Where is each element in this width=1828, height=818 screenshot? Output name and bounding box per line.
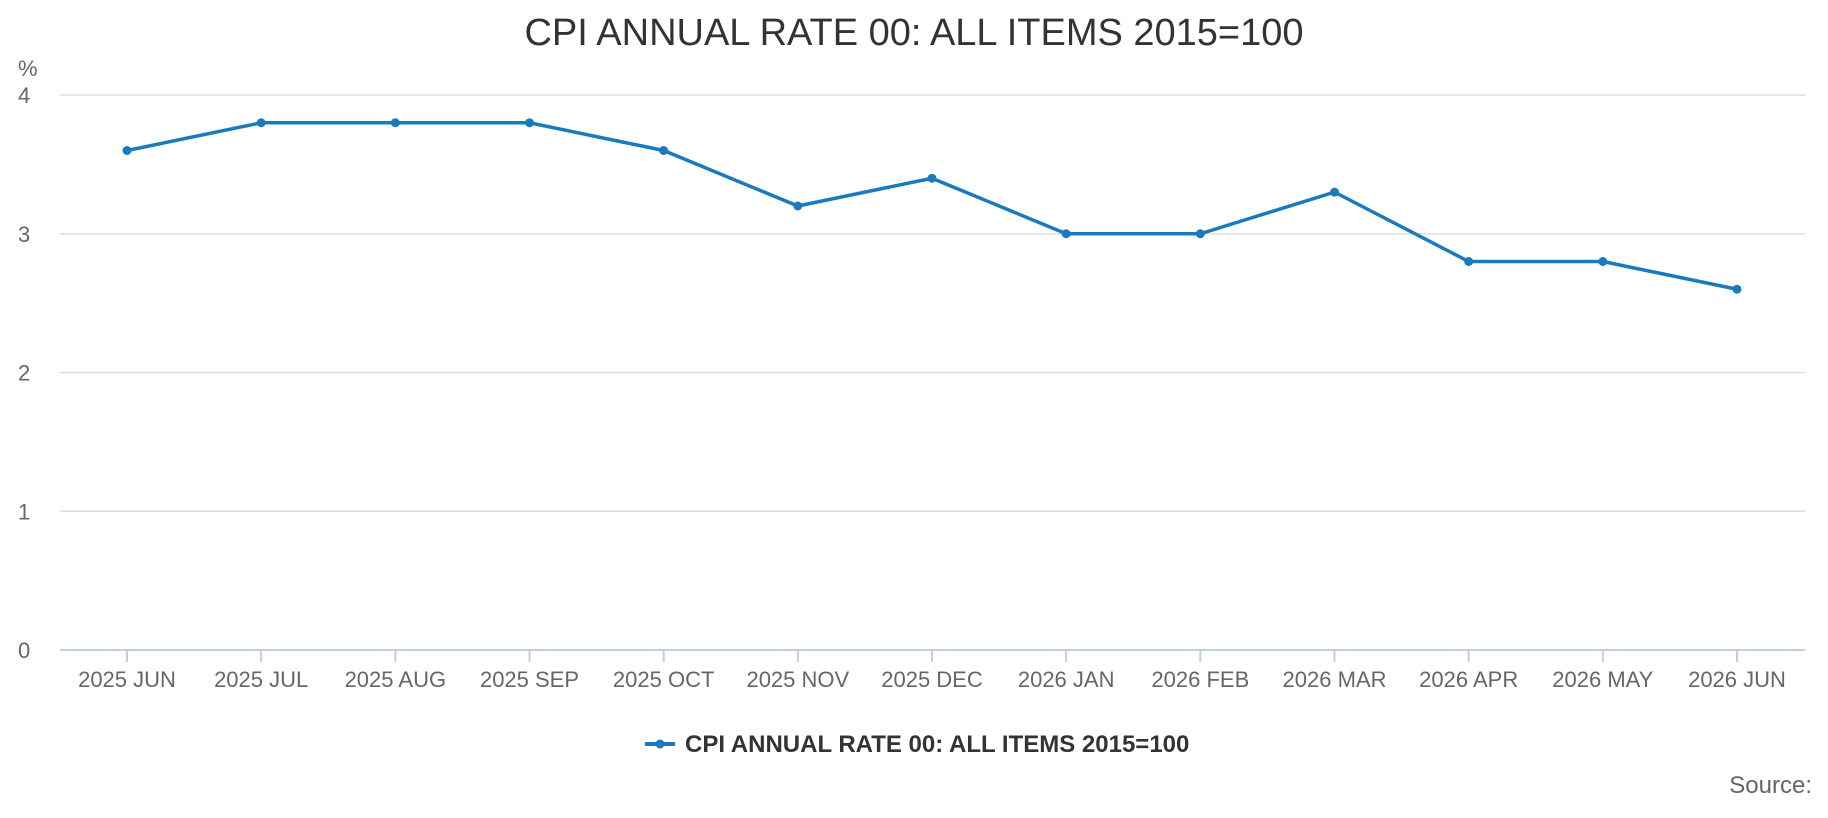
data-point[interactable] <box>256 118 266 128</box>
x-tick-label: 2026 FEB <box>1151 667 1249 692</box>
data-point[interactable] <box>793 201 803 211</box>
x-tick-label: 2025 AUG <box>345 667 447 692</box>
gridlines <box>60 94 1805 512</box>
series-line <box>125 121 1739 291</box>
x-axis: 2025 JUN 2025 JUL 2025 AUG 2025 SEP 2025 OCT… <box>60 649 1805 692</box>
data-point[interactable] <box>659 146 669 155</box>
legend-label: CPI ANNUAL RATE 00: ALL ITEMS 2015=100 <box>685 731 1189 758</box>
x-tick-label: 2025 NOV <box>746 667 849 692</box>
data-point[interactable] <box>1330 187 1339 197</box>
x-tick-label: 2025 OCT <box>613 667 715 692</box>
x-tick-label: 2026 JAN <box>1018 667 1115 692</box>
legend-marker-icon <box>655 739 665 749</box>
x-tick-label: 2025 DEC <box>881 667 983 692</box>
data-point[interactable] <box>1464 257 1474 266</box>
x-tick-label: 2025 SEP <box>480 667 579 692</box>
chart-title: CPI ANNUAL RATE 00: ALL ITEMS 2015=100 <box>524 12 1303 54</box>
data-point[interactable] <box>525 118 534 128</box>
x-tick-label: 2026 MAY <box>1552 667 1653 692</box>
data-point[interactable] <box>390 118 400 128</box>
data-point[interactable] <box>1195 229 1205 239</box>
data-point[interactable] <box>122 146 132 155</box>
data-point[interactable] <box>1061 229 1071 239</box>
source-label: Source: <box>1729 772 1812 799</box>
data-point[interactable] <box>927 173 937 183</box>
legend[interactable]: CPI ANNUAL RATE 00: ALL ITEMS 2015=100 <box>645 731 1189 758</box>
x-tick-label: 2025 JUN <box>78 667 176 692</box>
data-point[interactable] <box>1732 284 1742 294</box>
y-tick-label: 4 <box>18 83 30 108</box>
data-point[interactable] <box>1598 257 1608 266</box>
x-tick-label: 2026 JUN <box>1688 667 1786 692</box>
series-layer <box>122 118 1742 294</box>
y-axis-ticks: 0 1 2 3 4 <box>18 83 30 663</box>
x-tick-label: 2026 APR <box>1419 667 1518 692</box>
x-tick-label: 2026 MAR <box>1283 667 1387 692</box>
y-axis-unit-label: % <box>18 56 38 81</box>
y-tick-label: 0 <box>18 638 30 663</box>
y-tick-label: 1 <box>18 499 30 524</box>
x-tick-label: 2025 JUL <box>214 667 308 692</box>
y-tick-label: 2 <box>18 361 30 386</box>
y-tick-label: 3 <box>18 222 30 247</box>
